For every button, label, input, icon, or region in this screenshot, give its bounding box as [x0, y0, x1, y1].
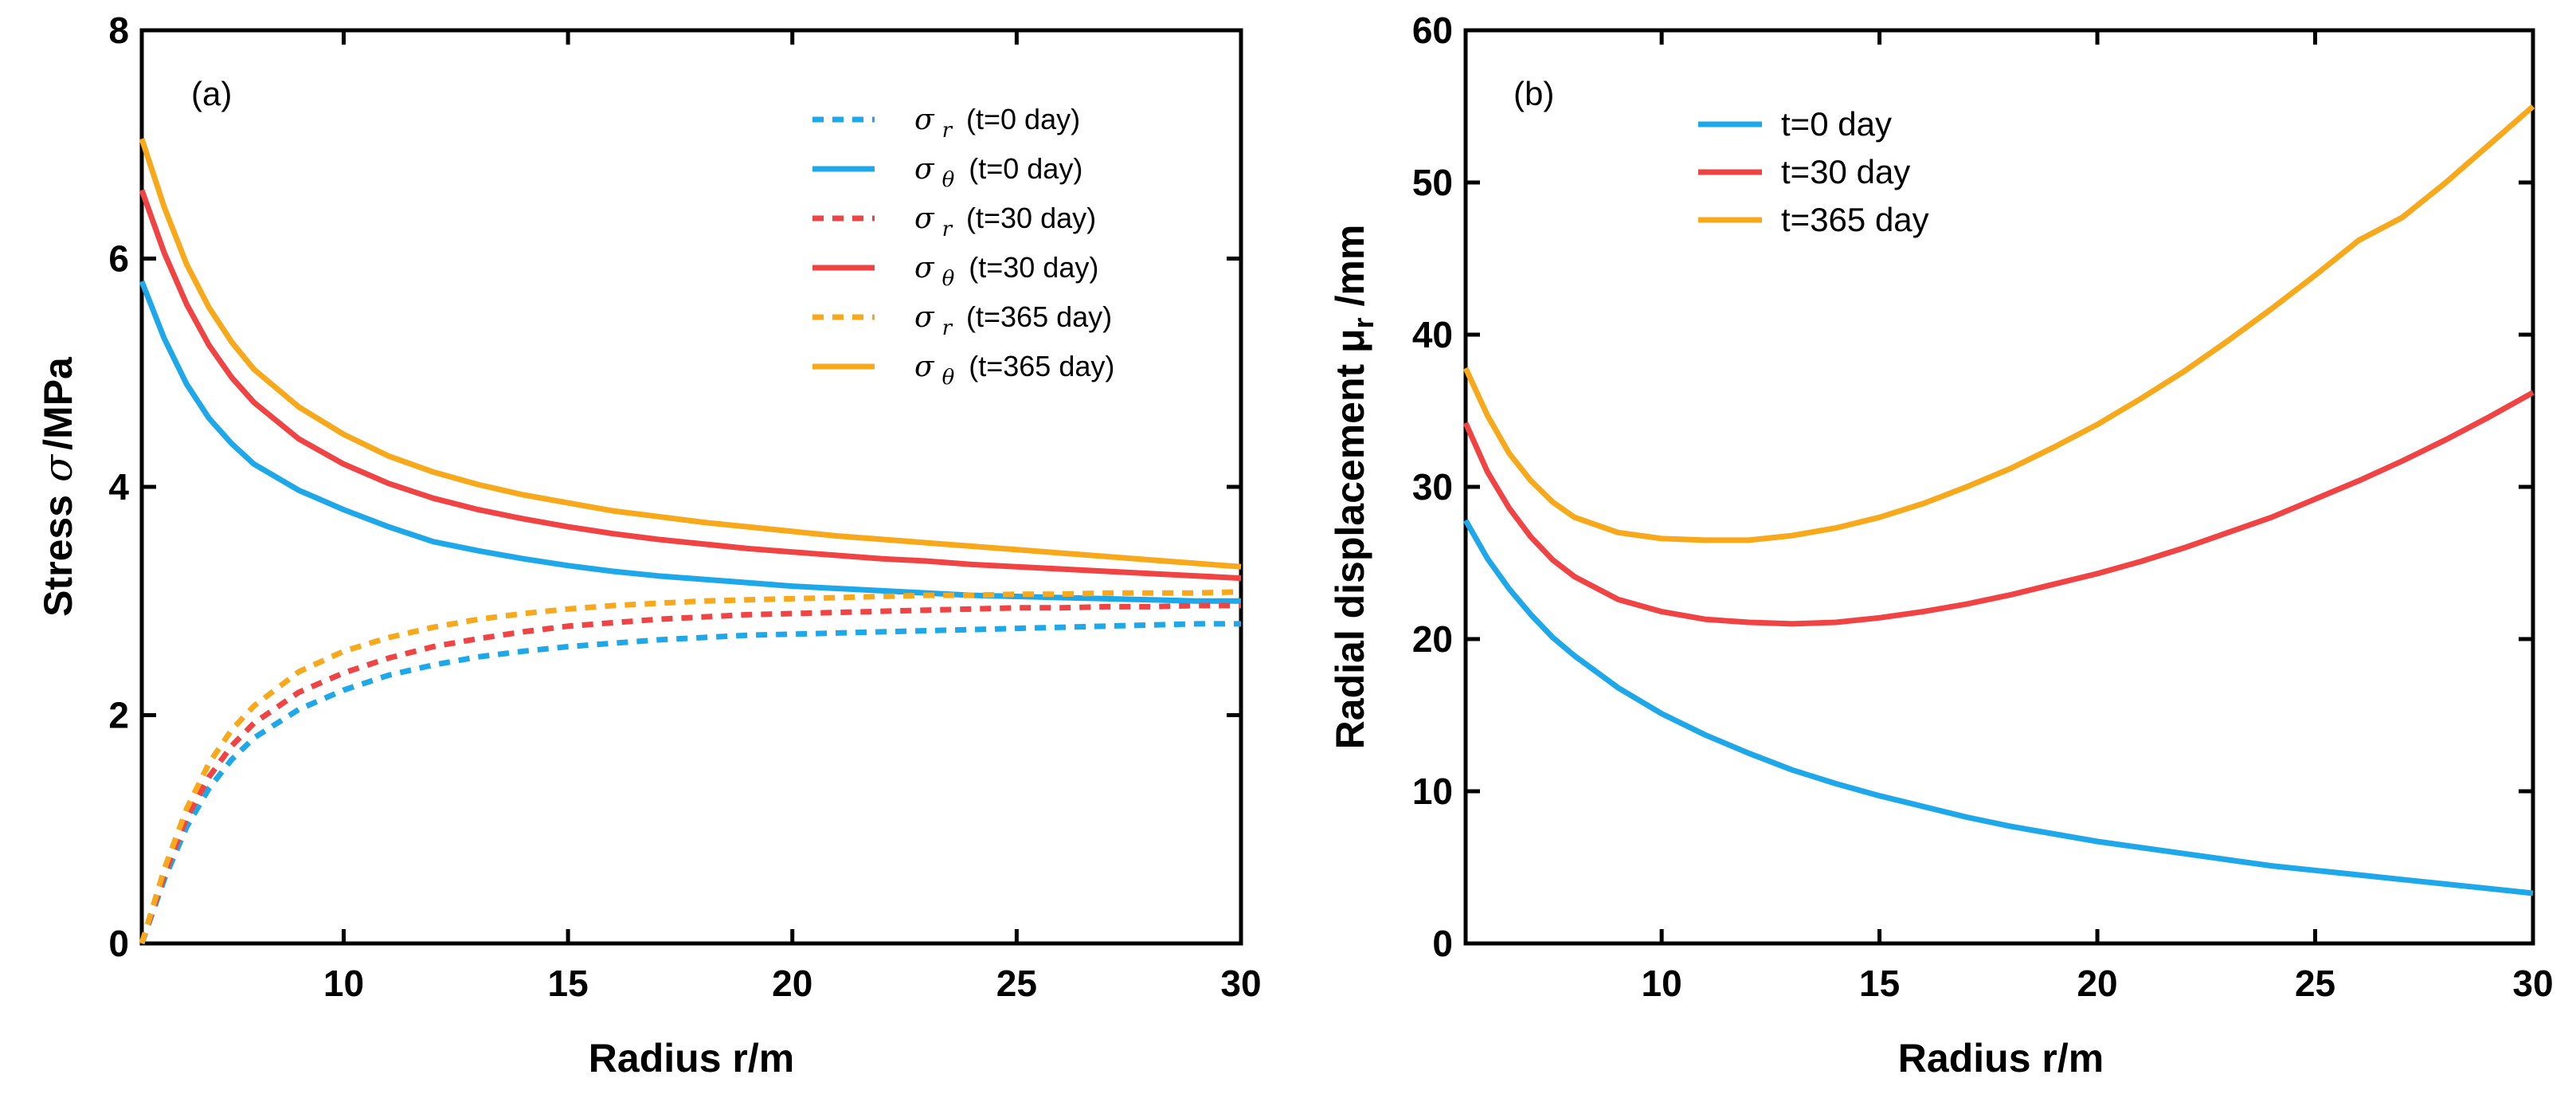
series-line-2: [1462, 104, 2535, 543]
y-axis-title-b-suffix: /mm: [1328, 225, 1372, 318]
y-tick-label: 50: [1412, 162, 1453, 203]
legend-entry: t=0 day: [1781, 105, 1892, 143]
legend-entry: σ r (t=30 day): [914, 202, 1096, 241]
panel-label-b: (b): [1513, 75, 1554, 112]
x-tick-label: 25: [2295, 963, 2335, 1004]
x-tick-label: 10: [323, 963, 364, 1004]
y-tick-label: 60: [1412, 10, 1453, 51]
legend-entry: σ θ (t=0 day): [914, 152, 1082, 192]
panel-label-a: (a): [191, 75, 232, 112]
y-tick-label: 0: [108, 923, 129, 964]
legend-note: (t=30 day): [969, 251, 1098, 284]
y-tick-label: 0: [1432, 923, 1453, 964]
series-group-b: [1462, 104, 2535, 896]
legend-note: (t=365 day): [969, 350, 1114, 382]
x-tick-label: 10: [1642, 963, 1682, 1004]
y-axis-title-b: Radial displacement μr /mm: [1328, 225, 1380, 750]
legend-subscript: θ: [942, 267, 955, 291]
legend-symbol: σ: [914, 252, 935, 284]
axis-ticks-b: 10 15 20 25 30 0 10 20 30 40 50 60: [1412, 10, 2554, 1004]
y-tick-label: 6: [108, 238, 129, 280]
y-tick-label: 20: [1412, 618, 1453, 660]
legend-note: (t=0 day): [969, 152, 1082, 185]
y-tick-label: 10: [1412, 771, 1453, 812]
x-axis-title-a: Radius r/m: [589, 1036, 794, 1081]
legend-symbol: σ: [914, 351, 935, 383]
y-axis-title-b-main: Radial displacement μ: [1328, 328, 1372, 749]
y-axis-title-a-symbol: σ: [35, 453, 81, 482]
legend-symbol: σ: [914, 202, 935, 235]
legend-note: (t=0 day): [966, 103, 1080, 135]
legend-subscript: r: [942, 316, 953, 340]
panel-a-stress-chart: 10 15 20 25 30 0 2 4 6 8 (a) Radius r/m Stress σ/M…: [35, 10, 1262, 1081]
y-tick-label: 2: [108, 695, 129, 736]
y-axis-title-b-sub: r: [1347, 317, 1380, 328]
legend-entry: σ r (t=365 day): [914, 300, 1112, 340]
series-line-1: [139, 280, 1241, 604]
legend-entry: σ θ (t=365 day): [914, 350, 1114, 390]
series-line-2: [139, 602, 1241, 945]
y-tick-label: 40: [1412, 314, 1453, 355]
plot-frame-b: [1463, 28, 2535, 946]
x-tick-label: 30: [1220, 963, 1261, 1004]
series-line-0: [1462, 519, 2534, 896]
panel-b-displacement-chart: 10 15 20 25 30 0 10 20 30 40 50 60 (b) Radius r/m R…: [1328, 10, 2554, 1081]
x-tick-label: 20: [2077, 963, 2117, 1004]
legend-note: (t=30 day): [966, 202, 1096, 234]
x-tick-label: 20: [772, 963, 812, 1004]
series-line-5: [139, 138, 1242, 570]
legend-a: σ r (t=0 day)σ θ (t=0 day)σ r (t=30 day)σ θ (t=3…: [812, 103, 1114, 390]
legend-subscript: r: [942, 119, 953, 143]
y-tick-label: 8: [108, 10, 129, 51]
legend-symbol: σ: [914, 104, 935, 136]
legend-symbol: σ: [914, 153, 935, 186]
legend-symbol: σ: [914, 301, 935, 334]
legend-b: t=0 day t=30 day t=365 day: [1698, 105, 1929, 238]
y-axis-title-a-suffix: /MPa: [36, 356, 80, 450]
legend-entry: t=365 day: [1781, 201, 1929, 238]
series-line-4: [139, 589, 1242, 945]
y-tick-label: 4: [108, 466, 129, 508]
series-line-1: [1462, 390, 2535, 627]
x-tick-label: 25: [996, 963, 1037, 1004]
legend-entry: σ r (t=0 day): [914, 103, 1080, 143]
series-group-a: [139, 138, 1242, 945]
y-axis-title-a: Stress σ/MPa: [35, 356, 81, 617]
legend-entry: σ θ (t=30 day): [914, 251, 1098, 291]
legend-entry: t=30 day: [1781, 153, 1910, 190]
legend-note: (t=365 day): [966, 300, 1112, 333]
legend-subscript: r: [942, 218, 953, 241]
y-tick-label: 30: [1412, 466, 1453, 508]
series-line-3: [139, 189, 1242, 582]
x-tick-label: 15: [548, 963, 589, 1004]
series-line-0: [139, 621, 1241, 945]
legend-subscript: θ: [942, 168, 955, 192]
legend-subscript: θ: [942, 366, 955, 390]
y-axis-title-a-prefix: Stress: [36, 495, 80, 617]
axis-ticks-a: 10 15 20 25 30 0 2 4 6 8: [108, 10, 1261, 1004]
x-tick-label: 15: [1859, 963, 1900, 1004]
x-axis-title-b: Radius r/m: [1898, 1036, 2104, 1081]
x-tick-label: 30: [2512, 963, 2553, 1004]
